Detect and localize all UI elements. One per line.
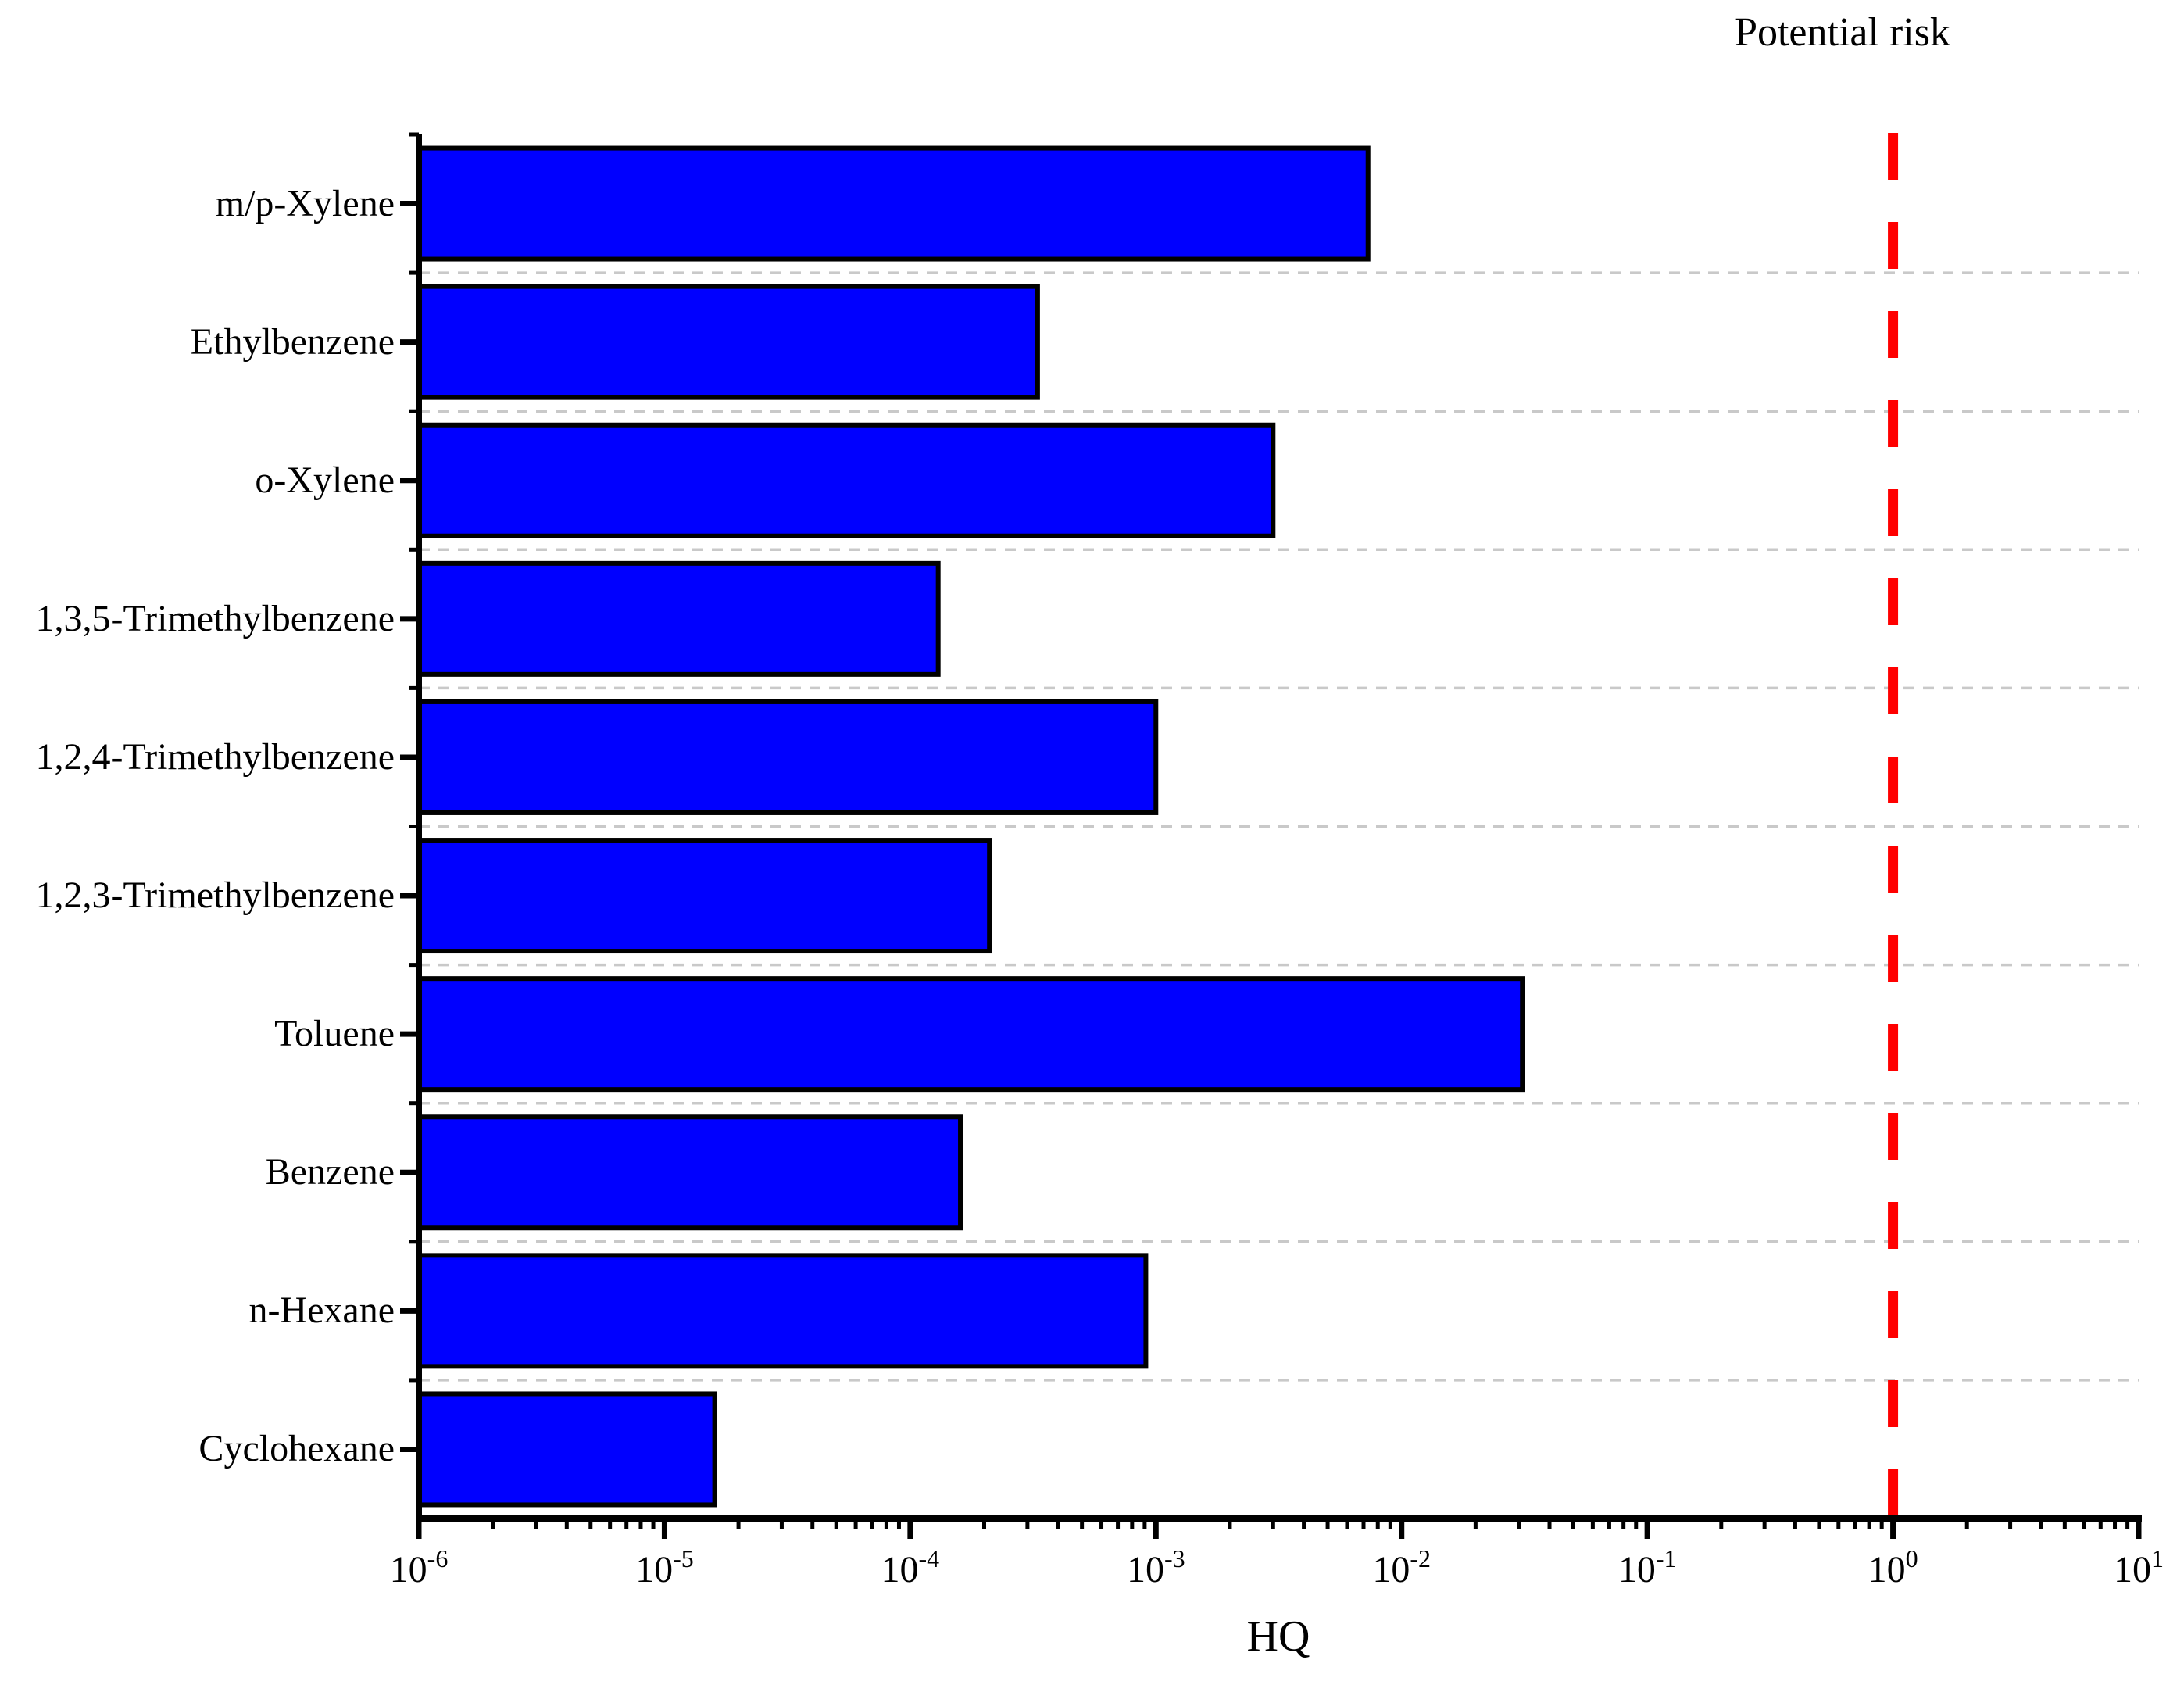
bar-toluene <box>416 976 1525 1093</box>
x-tick-exponent: -6 <box>427 1544 449 1572</box>
x-tick-label: 101 <box>2114 1546 2164 1590</box>
category-label: Benzene <box>265 1151 395 1193</box>
category-label: o-Xylene <box>255 459 395 501</box>
x-tick-base: 10 <box>635 1549 674 1590</box>
category-label: m/p-Xylene <box>215 182 395 224</box>
x-tick-exponent: -3 <box>1163 1544 1185 1572</box>
x-tick-label: 10-1 <box>1617 1546 1677 1590</box>
bar-1-2-3-trimethylbenzene <box>416 838 992 954</box>
x-tick-base: 10 <box>389 1549 427 1590</box>
bar-1-3-5-trimethylbenzene <box>416 560 941 677</box>
category-label: Ethylbenzene <box>190 320 395 363</box>
x-tick-base: 10 <box>881 1549 919 1590</box>
bar-benzene <box>416 1114 963 1231</box>
bar-cyclohexane <box>416 1391 717 1508</box>
category-label: Toluene <box>274 1013 395 1055</box>
category-label: n-Hexane <box>248 1290 395 1332</box>
x-tick-base: 10 <box>1126 1549 1164 1590</box>
bar-m-p-xylene <box>416 145 1371 262</box>
x-tick-base: 10 <box>1617 1549 1656 1590</box>
x-tick-base: 10 <box>1868 1549 1906 1590</box>
x-tick-exponent: 1 <box>2151 1544 2164 1572</box>
x-tick-label: 100 <box>1868 1546 1918 1590</box>
x-tick-label: 10-3 <box>1126 1546 1185 1590</box>
x-tick-label: 10-4 <box>881 1546 940 1590</box>
x-tick-base: 10 <box>1372 1549 1410 1590</box>
category-label: Cyclohexane <box>198 1428 395 1470</box>
x-axis-label: HQ <box>1246 1612 1310 1661</box>
x-tick-exponent: -1 <box>1655 1544 1677 1572</box>
x-tick-exponent: -2 <box>1410 1544 1432 1572</box>
x-tick-exponent: 0 <box>1905 1544 1918 1572</box>
category-label: 1,2,4-Trimethylbenzene <box>35 735 395 778</box>
bar-1-2-4-trimethylbenzene <box>416 699 1159 815</box>
x-tick-exponent: -5 <box>673 1544 694 1572</box>
x-tick-label: 10-2 <box>1372 1546 1431 1590</box>
x-tick-exponent: -4 <box>918 1544 940 1572</box>
bar-o-xylene <box>416 422 1276 538</box>
x-tick-base: 10 <box>2114 1549 2151 1590</box>
category-label: 1,2,3-Trimethylbenzene <box>35 875 395 917</box>
bar-n-hexane <box>416 1253 1149 1369</box>
category-label: 1,3,5-Trimethylbenzene <box>35 597 395 639</box>
x-tick-label: 10-6 <box>389 1546 449 1590</box>
x-tick-label: 10-5 <box>635 1546 694 1590</box>
reference-line-label: Potential risk <box>1735 10 1950 55</box>
bar-ethylbenzene <box>416 284 1040 400</box>
